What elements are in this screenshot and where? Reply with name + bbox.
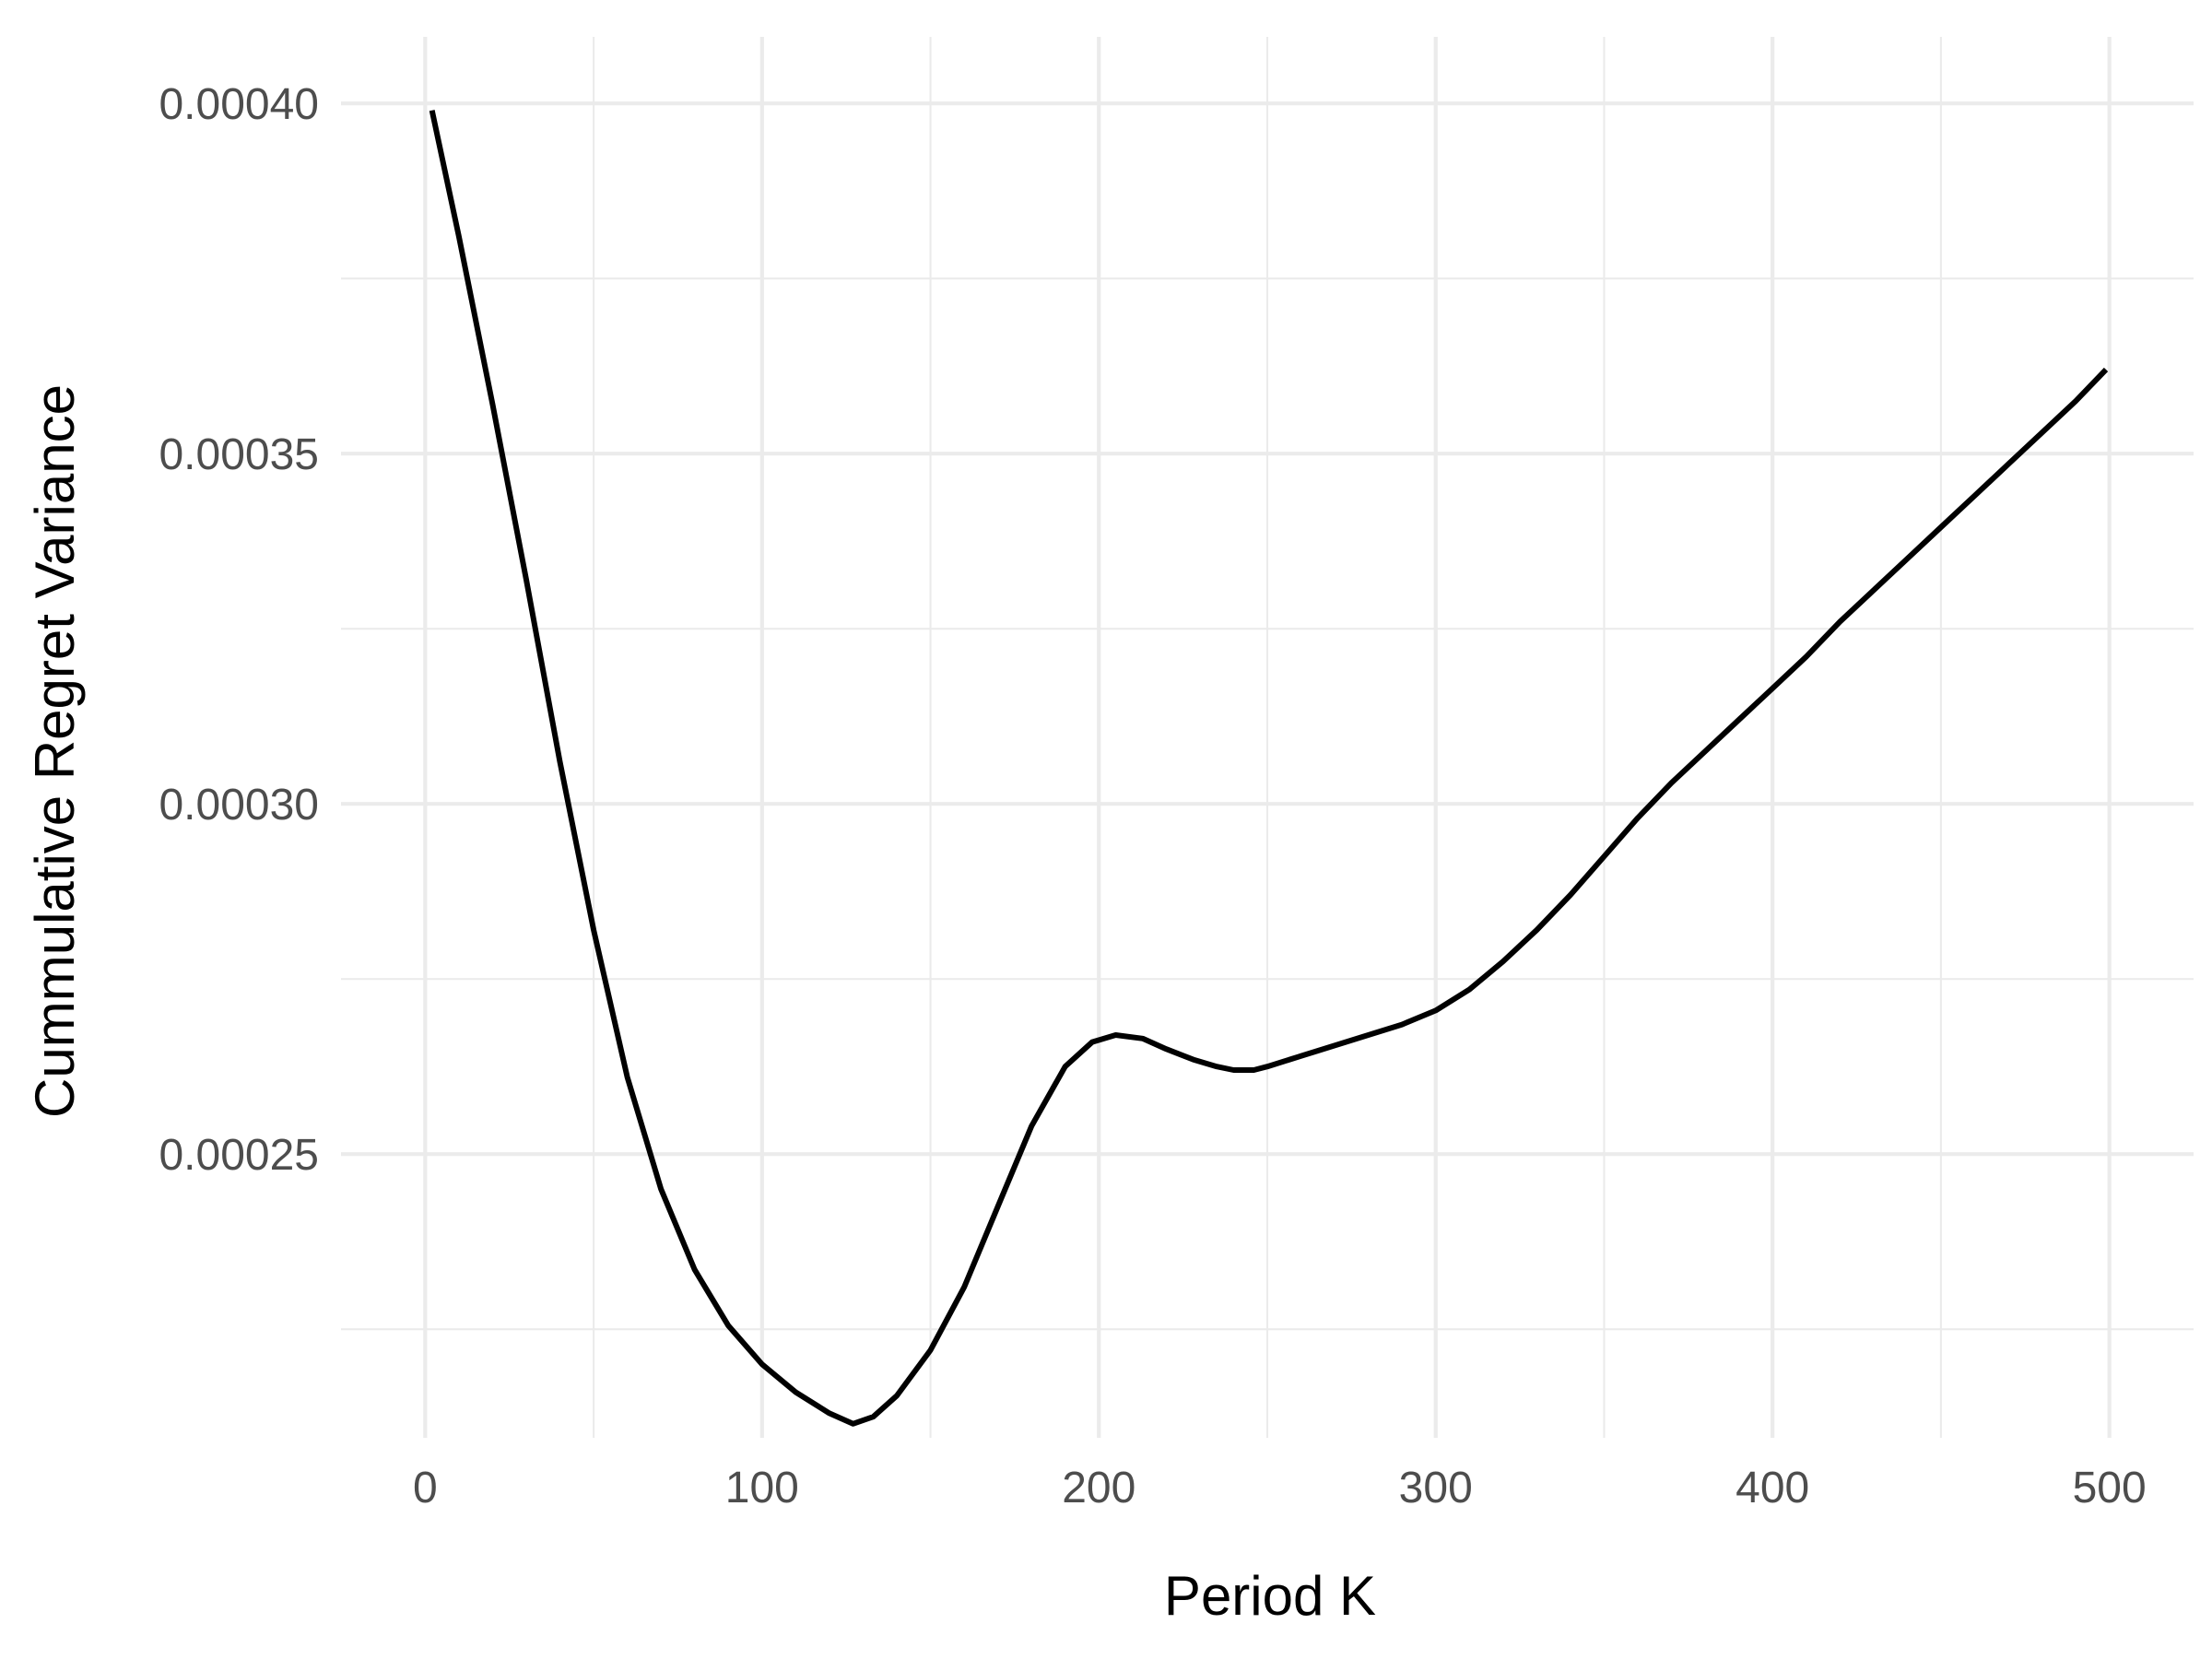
series-layer [429, 110, 2109, 1427]
y-tick-label: 0.00035 [159, 430, 319, 479]
x-tick-label: 500 [2073, 1464, 2147, 1512]
x-tick-label: 0 [413, 1464, 438, 1512]
y-tick-label: 0.00040 [159, 80, 319, 129]
y-axis-title: Cummulative Regret Variance [24, 384, 86, 1118]
major-gridlines [341, 37, 2194, 1438]
y-tick-label: 0.00030 [159, 781, 319, 830]
y-axis-tick-labels: 0.00025 0.00030 0.00035 0.00040 [159, 80, 319, 1180]
x-tick-label: 100 [725, 1464, 799, 1512]
minor-gridlines [341, 37, 2194, 1438]
series-line [429, 110, 2109, 1427]
x-tick-label: 300 [1399, 1464, 1473, 1512]
x-tick-label: 400 [1735, 1464, 1809, 1512]
x-axis-tick-labels: 0 100 200 300 400 500 [413, 1464, 2147, 1512]
x-tick-label: 200 [1062, 1464, 1135, 1512]
y-tick-label: 0.00025 [159, 1131, 319, 1180]
x-axis-title: Period K [1164, 1565, 1376, 1627]
